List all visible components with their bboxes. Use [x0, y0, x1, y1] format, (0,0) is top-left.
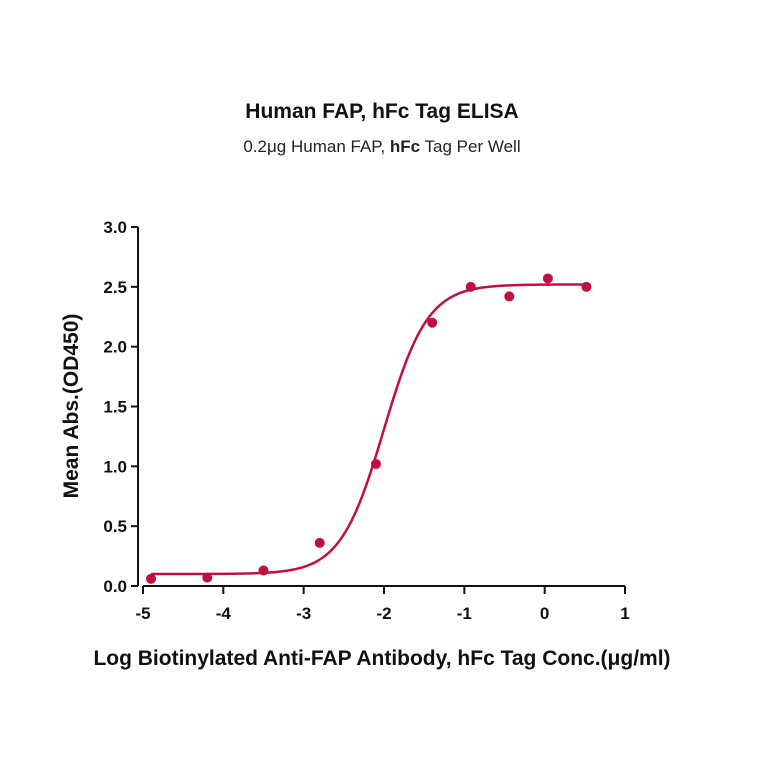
x-tick-label: 1: [620, 604, 629, 623]
y-tick-label: 2.0: [103, 338, 127, 357]
x-tick-label: -3: [296, 604, 311, 623]
fit-curve: [151, 283, 587, 576]
x-tick-label: -2: [376, 604, 391, 623]
x-tick-label: -1: [457, 604, 472, 623]
data-point: [427, 317, 438, 328]
x-axis: -5 -4 -3 -2 -1 0 1: [135, 585, 630, 623]
y-tick-label: 1.5: [103, 398, 127, 417]
data-point: [542, 273, 553, 284]
fit-curve-layer: [151, 283, 587, 576]
y-tick-label: 3.0: [103, 218, 127, 237]
data-point: [202, 572, 213, 583]
x-axis-label: Log Biotinylated Anti-FAP Antibody, hFc …: [93, 647, 670, 670]
subtitle-bold: hFc: [390, 137, 420, 156]
chart-title: Human FAP, hFc Tag ELISA: [245, 100, 518, 123]
x-tick-label: -4: [216, 604, 232, 623]
data-point: [314, 537, 325, 548]
subtitle-prefix: 0.2μg Human FAP,: [243, 137, 390, 156]
y-tick-label: 2.5: [103, 278, 127, 297]
data-point: [370, 458, 381, 469]
y-tick-label: 1.0: [103, 457, 127, 476]
data-point: [258, 565, 269, 576]
data-point: [581, 281, 592, 292]
data-point: [465, 281, 476, 292]
data-points-layer: [146, 273, 592, 584]
chart-subtitle: 0.2μg Human FAP, hFc Tag Per Well: [243, 137, 520, 156]
y-tick-label: 0.5: [103, 517, 127, 536]
y-tick-label: 0.0: [103, 577, 127, 596]
subtitle-suffix: Tag Per Well: [420, 137, 520, 156]
data-point: [504, 291, 515, 302]
data-point: [146, 573, 157, 584]
y-axis-label: Mean Abs.(OD450): [60, 314, 83, 499]
x-tick-label: 0: [540, 604, 549, 623]
y-axis: 0.0 0.5 1.0 1.5 2.0 2.5 3.0: [103, 218, 139, 596]
x-tick-label: -5: [135, 604, 150, 623]
